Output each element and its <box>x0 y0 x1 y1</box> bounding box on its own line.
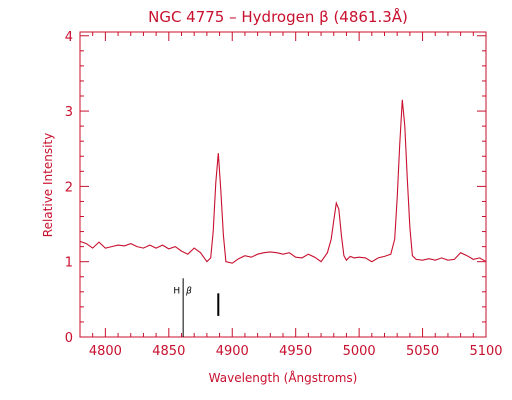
y-tick-label: 4 <box>65 30 73 45</box>
x-tick-labels: 4800 4850 4900 4950 5000 5050 5100 <box>89 344 503 359</box>
y-tick-labels: 0 1 2 3 4 <box>65 30 73 346</box>
hbeta-label: H <box>173 286 180 296</box>
x-tick-label: 5050 <box>406 344 439 359</box>
x-tick-label: 4800 <box>89 344 122 359</box>
x-tick-label: 5100 <box>469 344 502 359</box>
hbeta-symbol: β <box>185 286 192 296</box>
axis-ticks <box>79 32 487 338</box>
x-axis-label: Wavelength (Ångstroms) <box>209 370 358 385</box>
y-tick-label: 3 <box>65 105 73 120</box>
y-tick-label: 2 <box>65 180 73 195</box>
y-tick-label: 1 <box>65 256 73 271</box>
x-tick-label: 5000 <box>343 344 376 359</box>
chart-title: NGC 4775 – Hydrogen β (4861.3Å) <box>148 7 408 26</box>
x-tick-label: 4950 <box>279 344 312 359</box>
x-tick-label: 4850 <box>152 344 185 359</box>
y-tick-label: 0 <box>65 331 73 346</box>
plot-frame <box>79 31 487 338</box>
x-tick-label: 4900 <box>216 344 249 359</box>
series-line <box>79 99 487 264</box>
y-axis-label: Relative Intensity <box>41 133 55 237</box>
